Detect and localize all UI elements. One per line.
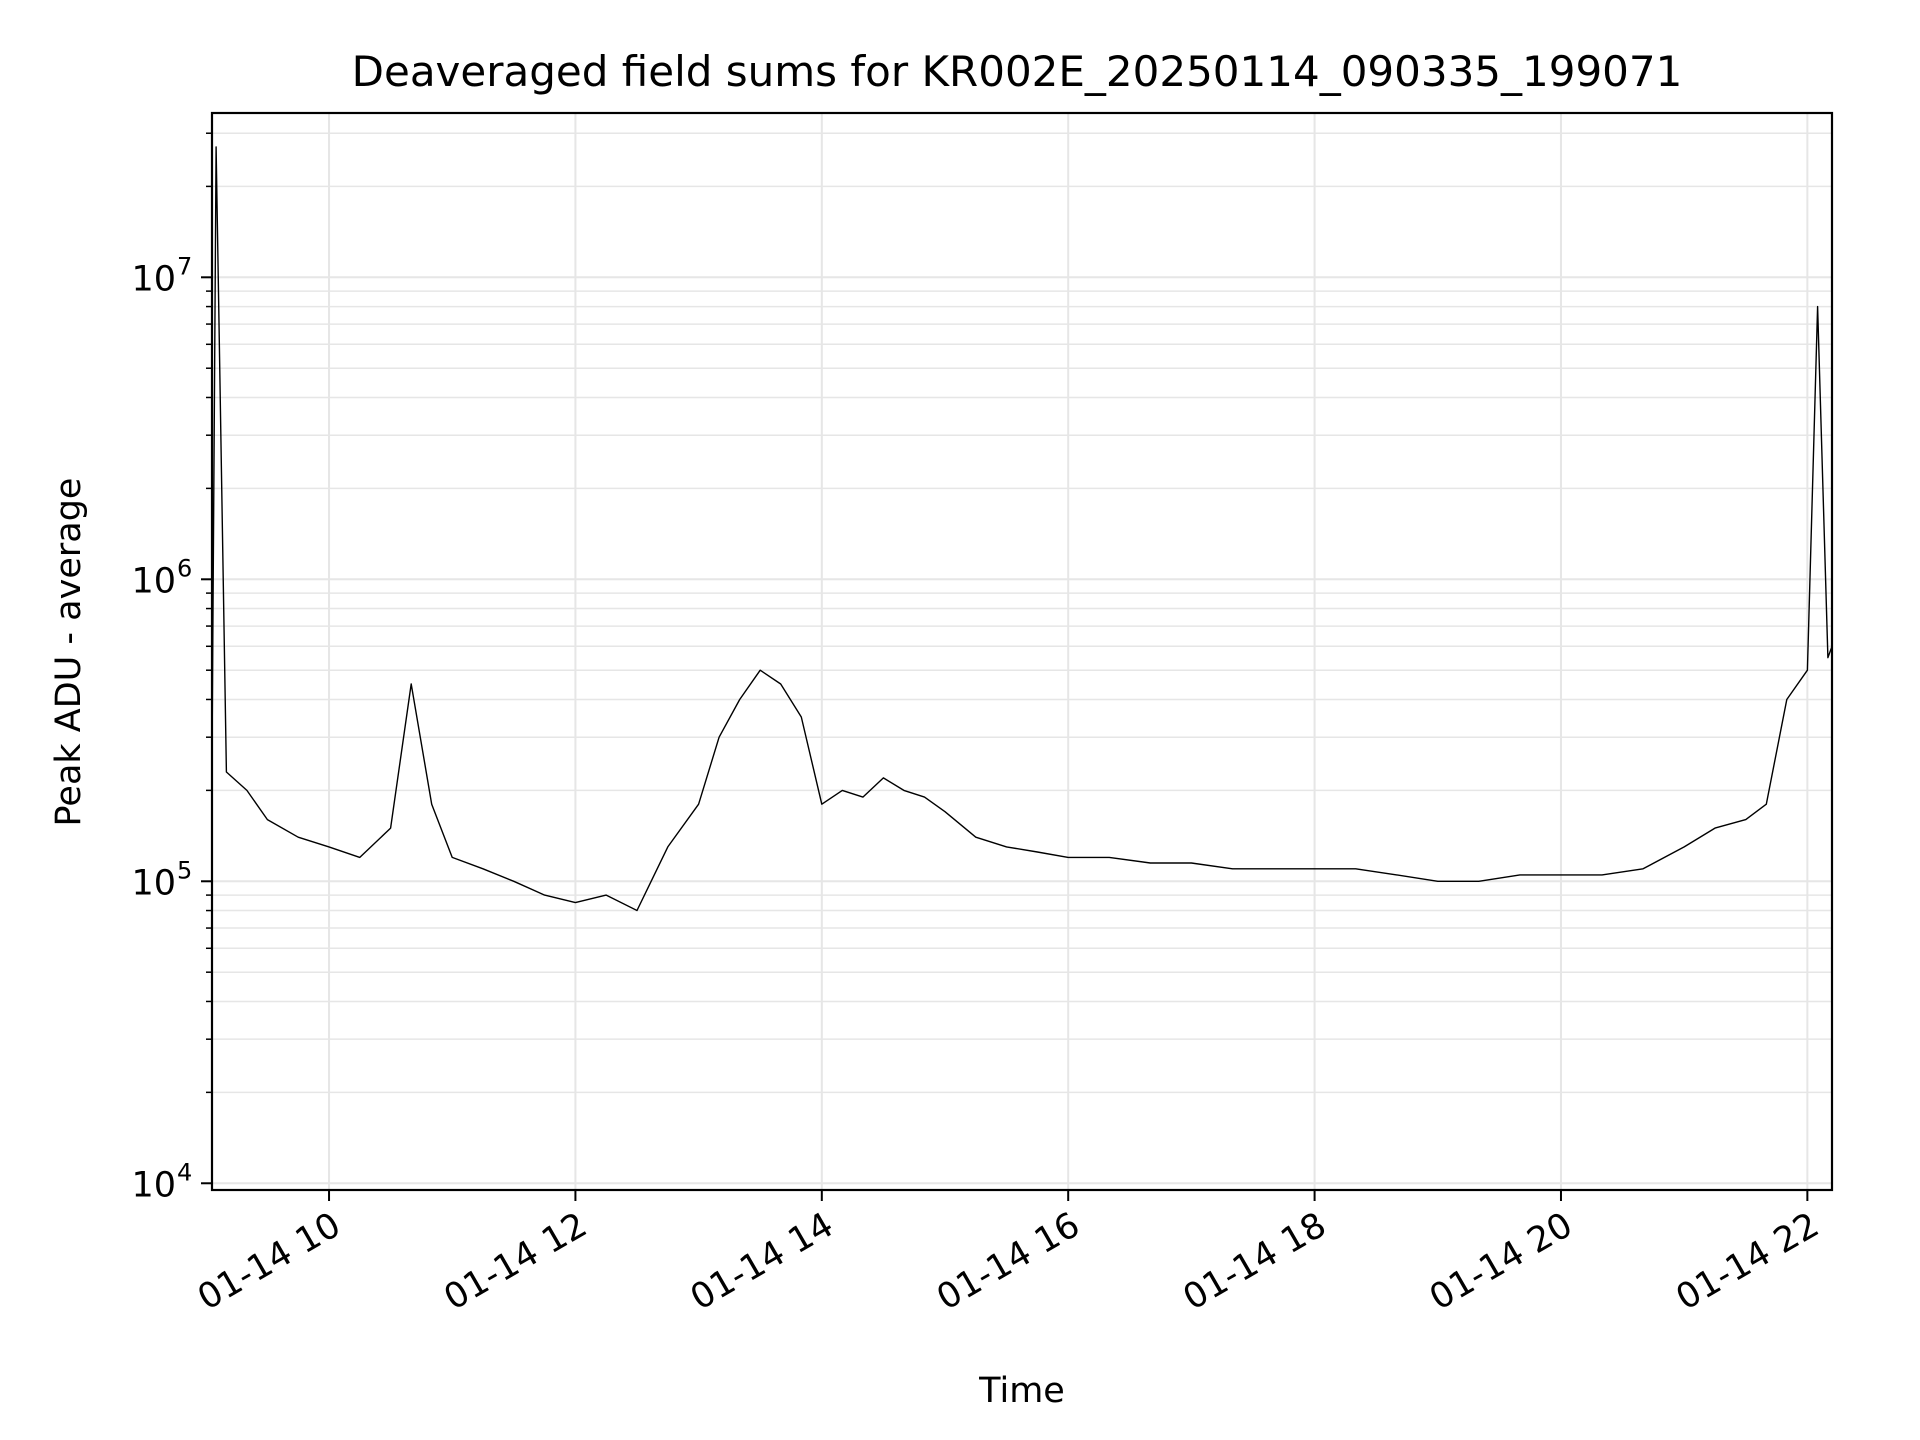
y-tick-label: 10 — [131, 561, 176, 601]
y-tick-label: 10 — [131, 259, 176, 299]
y-tick-exponent: 4 — [177, 1158, 192, 1186]
y-tick-exponent: 5 — [177, 856, 192, 884]
grid — [212, 113, 1832, 1190]
chart-title: Deaveraged field sums for KR002E_2025011… — [352, 47, 1683, 96]
y-tick-exponent: 7 — [177, 252, 192, 280]
series-line — [211, 146, 1833, 912]
y-tick-label: 10 — [131, 1165, 176, 1205]
y-tick-exponent: 6 — [177, 554, 192, 582]
x-axis-label: Time — [978, 1371, 1065, 1411]
axes-frame — [210, 111, 1834, 1192]
y-tick-label: 10 — [131, 863, 176, 903]
plot-area — [211, 146, 1833, 912]
y-axis-label: Peak ADU - average — [49, 478, 89, 827]
